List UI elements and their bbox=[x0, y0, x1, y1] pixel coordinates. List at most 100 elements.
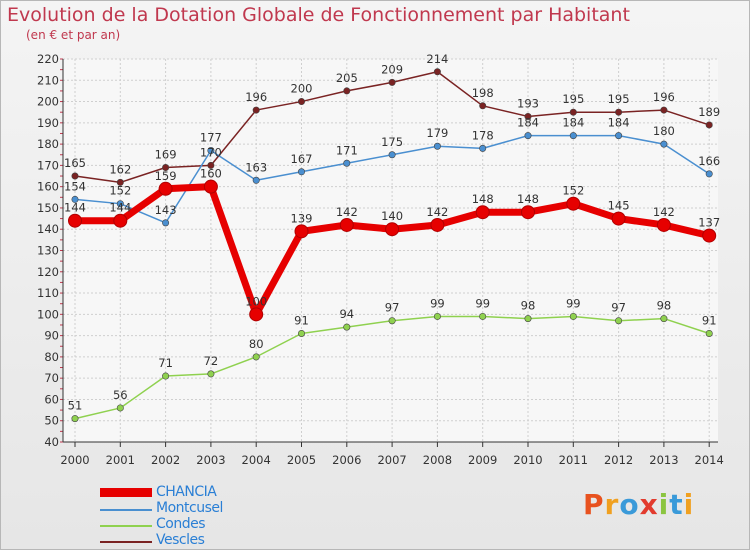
data-label-chancia: 139 bbox=[291, 211, 313, 225]
point-chancia bbox=[656, 217, 671, 232]
data-label-vescles: 162 bbox=[109, 162, 131, 176]
data-label-vescles: 196 bbox=[245, 90, 267, 104]
x-tick-label: 2003 bbox=[196, 453, 225, 467]
point-vescles bbox=[479, 102, 487, 110]
point-montcusel bbox=[479, 144, 487, 152]
data-label-condes: 56 bbox=[113, 388, 128, 402]
x-tick-label: 2007 bbox=[377, 453, 406, 467]
logo-letter: P bbox=[583, 488, 605, 521]
point-montcusel bbox=[343, 159, 351, 167]
point-chancia bbox=[475, 205, 490, 220]
y-tick-label: 140 bbox=[37, 222, 59, 236]
point-condes bbox=[569, 312, 577, 320]
data-label-condes: 80 bbox=[249, 337, 264, 351]
point-chancia bbox=[113, 213, 128, 228]
data-label-condes: 97 bbox=[611, 301, 626, 315]
data-label-chancia: 145 bbox=[608, 199, 630, 213]
point-chancia bbox=[294, 224, 309, 239]
point-condes bbox=[705, 329, 713, 337]
point-vescles bbox=[252, 106, 260, 114]
point-montcusel bbox=[524, 132, 532, 140]
data-label-montcusel: 184 bbox=[562, 116, 584, 130]
data-label-montcusel: 180 bbox=[653, 124, 675, 138]
point-condes bbox=[162, 372, 170, 380]
data-label-vescles: 170 bbox=[200, 145, 222, 159]
data-label-condes: 72 bbox=[204, 354, 219, 368]
data-label-vescles: 196 bbox=[653, 90, 675, 104]
point-vescles bbox=[615, 108, 623, 116]
point-condes bbox=[297, 329, 305, 337]
series-lines bbox=[68, 68, 717, 423]
legend-label-condes: Condes bbox=[156, 516, 206, 532]
x-tick-label: 2000 bbox=[60, 453, 89, 467]
x-tick-label: 2004 bbox=[242, 453, 271, 467]
data-label-chancia: 159 bbox=[155, 169, 177, 183]
data-label-vescles: 209 bbox=[381, 62, 403, 76]
data-label-montcusel: 184 bbox=[608, 116, 630, 130]
data-label-montcusel: 177 bbox=[200, 130, 222, 144]
data-label-vescles: 169 bbox=[155, 148, 177, 162]
data-label-chancia: 137 bbox=[698, 216, 720, 230]
x-tick-label: 2005 bbox=[287, 453, 316, 467]
point-condes bbox=[343, 323, 351, 331]
point-montcusel bbox=[207, 146, 215, 154]
point-chancia bbox=[702, 228, 717, 243]
y-tick-label: 130 bbox=[37, 244, 59, 258]
data-label-vescles: 205 bbox=[336, 71, 358, 85]
x-tick-label: 2014 bbox=[695, 453, 724, 467]
x-tick-label: 2008 bbox=[423, 453, 452, 467]
point-condes bbox=[252, 353, 260, 361]
point-condes bbox=[433, 312, 441, 320]
data-label-montcusel: 166 bbox=[698, 154, 720, 168]
data-label-chancia: 160 bbox=[200, 167, 222, 181]
point-vescles bbox=[116, 178, 124, 186]
point-chancia bbox=[158, 181, 173, 196]
data-label-vescles: 198 bbox=[472, 86, 494, 100]
point-montcusel bbox=[615, 132, 623, 140]
data-label-condes: 99 bbox=[566, 296, 581, 310]
y-tick-label: 70 bbox=[44, 371, 59, 385]
proxiti-logo: Proxiti bbox=[583, 488, 694, 521]
point-vescles bbox=[433, 68, 441, 76]
point-montcusel bbox=[660, 140, 668, 148]
y-tick-label: 170 bbox=[37, 158, 59, 172]
point-condes bbox=[615, 317, 623, 325]
x-tick-label: 2010 bbox=[513, 453, 542, 467]
point-condes bbox=[207, 370, 215, 378]
axes: 4050607080901001101201301401501601701801… bbox=[37, 52, 724, 467]
x-tick-label: 2002 bbox=[151, 453, 180, 467]
data-label-vescles: 165 bbox=[64, 156, 86, 170]
data-label-montcusel: 171 bbox=[336, 143, 358, 157]
point-vescles bbox=[388, 78, 396, 86]
logo-letter: i bbox=[658, 488, 670, 521]
logo-letter: i bbox=[683, 488, 695, 521]
y-tick-label: 200 bbox=[37, 95, 59, 109]
point-condes bbox=[71, 415, 79, 423]
data-label-condes: 94 bbox=[339, 307, 354, 321]
point-montcusel bbox=[297, 168, 305, 176]
legend-label-montcusel: Montcusel bbox=[156, 500, 223, 516]
data-label-condes: 91 bbox=[702, 313, 717, 327]
data-label-vescles: 195 bbox=[562, 92, 584, 106]
point-vescles bbox=[162, 164, 170, 172]
data-label-chancia: 140 bbox=[381, 209, 403, 223]
y-tick-label: 90 bbox=[44, 329, 59, 343]
data-label-condes: 99 bbox=[430, 296, 445, 310]
y-tick-label: 180 bbox=[37, 137, 59, 151]
point-montcusel bbox=[116, 200, 124, 208]
logo-letter: t bbox=[669, 488, 684, 521]
point-chancia bbox=[339, 217, 354, 232]
data-label-condes: 91 bbox=[294, 313, 309, 327]
data-labels: 144 144 159 160 100 139 142 140 142 148 148 152 145 1… bbox=[64, 52, 720, 413]
data-label-montcusel: 167 bbox=[291, 152, 313, 166]
y-tick-label: 210 bbox=[37, 73, 59, 87]
data-label-chancia: 142 bbox=[426, 205, 448, 219]
data-label-vescles: 200 bbox=[291, 82, 313, 96]
y-tick-label: 60 bbox=[44, 392, 59, 406]
point-vescles bbox=[524, 112, 532, 120]
logo-letter: r bbox=[604, 488, 620, 521]
y-tick-label: 190 bbox=[37, 116, 59, 130]
data-label-condes: 98 bbox=[657, 299, 672, 313]
x-tick-label: 2009 bbox=[468, 453, 497, 467]
x-tick-label: 2012 bbox=[604, 453, 633, 467]
